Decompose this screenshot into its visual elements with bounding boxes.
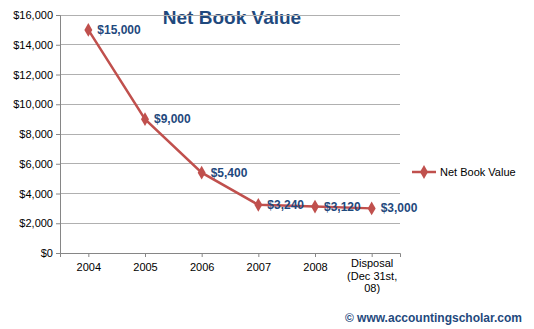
y-tick-label: $16,000 bbox=[13, 9, 53, 21]
x-tick: 2007 bbox=[247, 253, 271, 273]
x-tick: 2005 bbox=[133, 253, 157, 273]
x-axis: 2004 2005 2006 2007 2008 Disposal(Dec 31st,08… bbox=[61, 253, 401, 294]
y-tick-label: $14,000 bbox=[13, 39, 53, 51]
y-tick: $16,000 bbox=[13, 9, 60, 21]
data-label: $3,240 bbox=[267, 198, 304, 212]
y-tick-label: $4,000 bbox=[19, 188, 53, 200]
y-axis: $0 $2,000 $4,000 $6,000 $8,000 $10,000 $12,000… bbox=[13, 9, 60, 259]
y-tick: $4,000 bbox=[19, 188, 60, 200]
legend: Net Book Value bbox=[412, 165, 516, 179]
y-tick-label: $6,000 bbox=[19, 158, 53, 170]
x-tick: Disposal(Dec 31st,08) bbox=[347, 253, 397, 294]
marker bbox=[311, 200, 319, 214]
marker bbox=[254, 198, 262, 212]
annotation: © www.accountingscholar.com bbox=[345, 311, 522, 325]
x-axis-line bbox=[61, 254, 401, 258]
y-tick-mark bbox=[56, 104, 60, 105]
y-tick-mark bbox=[56, 75, 60, 76]
y-tick: $12,000 bbox=[13, 69, 60, 81]
y-tick: $14,000 bbox=[13, 39, 60, 51]
marks bbox=[84, 23, 375, 215]
x-tick-mark bbox=[145, 253, 146, 257]
y-tick-mark bbox=[56, 164, 60, 165]
line bbox=[88, 30, 371, 209]
data-label: $9,000 bbox=[154, 112, 191, 126]
marker bbox=[368, 201, 376, 215]
x-tick-label: 2004 bbox=[77, 261, 101, 273]
legend-marker bbox=[420, 165, 428, 179]
x-tick: 2008 bbox=[303, 253, 327, 273]
grid-line bbox=[60, 104, 400, 105]
grid-line bbox=[60, 223, 400, 224]
grid-line bbox=[60, 134, 400, 135]
grid-line bbox=[60, 193, 400, 194]
grid-line bbox=[60, 74, 400, 75]
grid bbox=[60, 15, 400, 253]
x-tick-label: 2008 bbox=[303, 261, 327, 273]
x-tick-label: 2005 bbox=[133, 261, 157, 273]
legend-label: Net Book Value bbox=[440, 166, 516, 178]
grid-line bbox=[60, 163, 400, 164]
marker bbox=[84, 23, 92, 37]
x-tick-mark bbox=[315, 253, 316, 257]
y-tick-label: $8,000 bbox=[19, 128, 53, 140]
y-tick-mark bbox=[56, 253, 60, 254]
y-tick-mark bbox=[56, 134, 60, 135]
grid-line bbox=[60, 44, 400, 45]
x-tick-mark bbox=[258, 253, 259, 257]
y-tick-mark bbox=[56, 194, 60, 195]
data-label: $5,400 bbox=[211, 166, 248, 180]
y-tick-label: $2,000 bbox=[19, 217, 53, 229]
y-tick: $10,000 bbox=[13, 98, 60, 110]
x-tick-label: 2007 bbox=[247, 261, 271, 273]
marker bbox=[141, 112, 149, 126]
data-label: $15,000 bbox=[97, 23, 141, 37]
y-tick-mark bbox=[56, 45, 60, 46]
x-tick-mark bbox=[202, 253, 203, 257]
x-tick: 2004 bbox=[77, 253, 101, 273]
x-tick-mark bbox=[88, 253, 89, 257]
title: Net Book Value bbox=[163, 7, 301, 28]
x-tick-label: Disposal(Dec 31st,08) bbox=[347, 257, 397, 294]
y-tick-label: $0 bbox=[41, 247, 53, 259]
y-tick: $2,000 bbox=[19, 217, 60, 229]
y-tick-mark bbox=[56, 15, 60, 16]
data-labels: $15,000 $9,000 $5,400 $3,240 $3,120 $3,000 bbox=[97, 23, 417, 216]
y-tick-label: $10,000 bbox=[13, 98, 53, 110]
x-tick-label: 2006 bbox=[190, 261, 214, 273]
x-tick: 2006 bbox=[190, 253, 214, 273]
y-tick-label: $12,000 bbox=[13, 69, 53, 81]
y-tick: $0 bbox=[41, 247, 60, 259]
y-tick: $6,000 bbox=[19, 158, 60, 170]
data-label: $3,000 bbox=[381, 201, 418, 215]
chart: Net Book Value $0 $2,000 $4,000 $6,000 $8,000… bbox=[0, 0, 534, 329]
y-tick: $8,000 bbox=[19, 128, 60, 140]
y-axis-line bbox=[56, 16, 61, 254]
marker bbox=[198, 166, 206, 180]
y-tick-mark bbox=[56, 223, 60, 224]
grid-line bbox=[60, 15, 400, 16]
data-label: $3,120 bbox=[324, 200, 361, 214]
